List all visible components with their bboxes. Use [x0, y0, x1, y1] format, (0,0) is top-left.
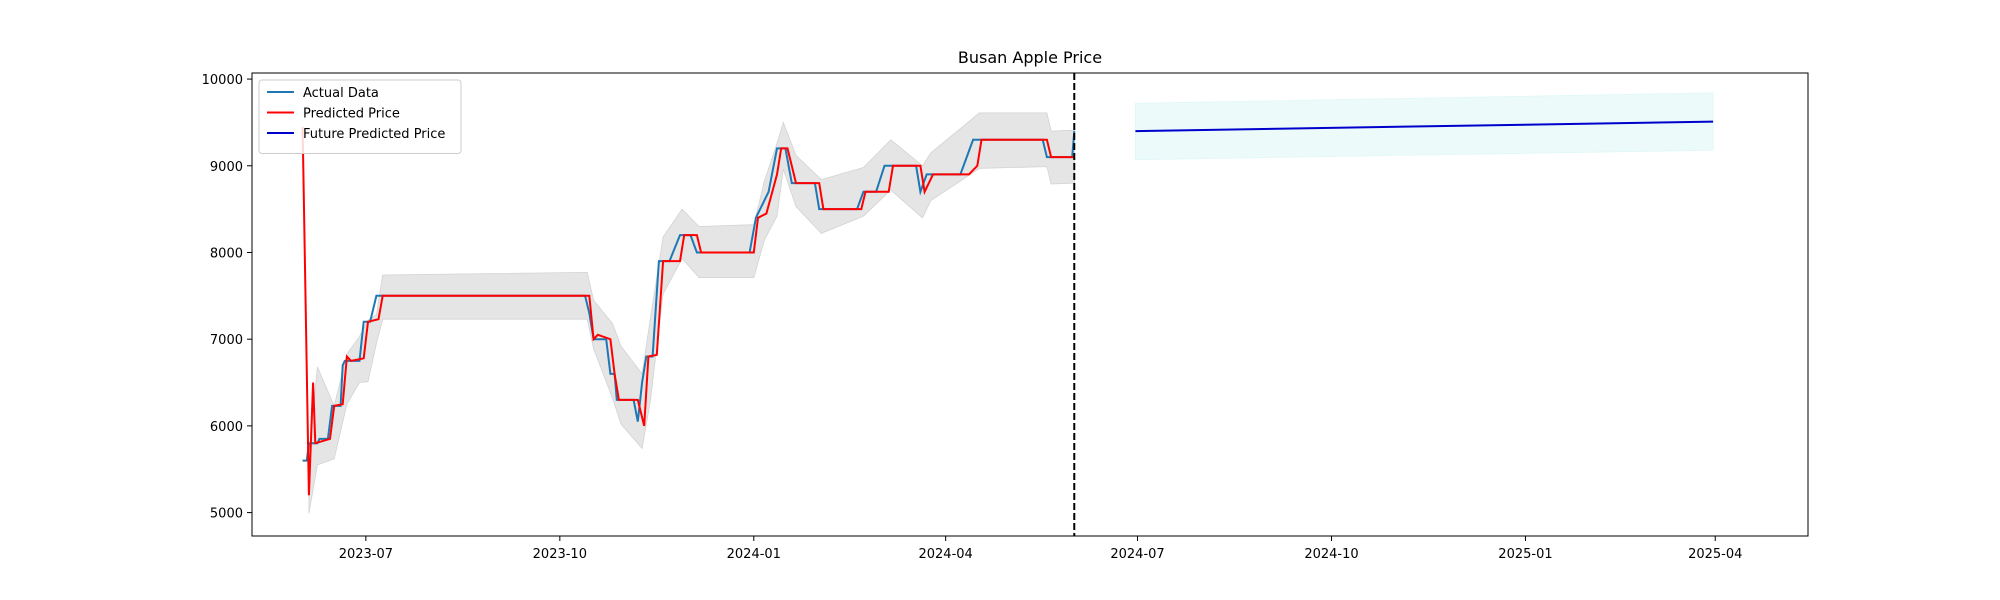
- x-tick-label: 2024-04: [918, 547, 972, 562]
- x-tick-label: 2023-10: [533, 547, 587, 562]
- x-tick-label: 2024-10: [1304, 547, 1358, 562]
- y-axis: 5000 6000 7000 8000 9000 10000: [202, 73, 252, 522]
- series-lines: [301, 120, 1714, 496]
- x-tick-label: 2024-01: [727, 547, 781, 562]
- x-tick-label: 2025-04: [1688, 547, 1742, 562]
- y-tick-label: 5000: [210, 507, 243, 522]
- y-tick-label: 8000: [210, 246, 243, 261]
- confidence-bands: [308, 92, 1714, 514]
- legend: Actual Data Predicted Price Future Predict…: [258, 79, 462, 154]
- x-tick-label: 2024-07: [1110, 547, 1164, 562]
- y-tick-label: 10000: [202, 73, 243, 88]
- x-tick-label: 2025-01: [1498, 547, 1552, 562]
- y-tick-label: 6000: [210, 420, 243, 435]
- legend-label-actual-data: Actual Data: [303, 86, 379, 101]
- series-line-predicted-price: [301, 126, 1075, 496]
- legend-label-predicted-price: Predicted Price: [303, 107, 400, 122]
- x-tick-label: 2023-07: [339, 547, 393, 562]
- series-line-future-predicted-price: [1135, 120, 1714, 133]
- band-predicted-price: [308, 112, 1075, 514]
- x-axis: 2023-07 2023-10 2024-01 2024-04 2024-07 2024-…: [339, 536, 1742, 562]
- legend-box: [258, 79, 462, 154]
- chart-title: Busan Apple Price: [958, 48, 1102, 67]
- plot-area-frame: [251, 72, 1809, 537]
- legend-label-future-predicted-price: Future Predicted Price: [303, 127, 445, 142]
- y-tick-label: 9000: [210, 160, 243, 175]
- y-tick-label: 7000: [210, 333, 243, 348]
